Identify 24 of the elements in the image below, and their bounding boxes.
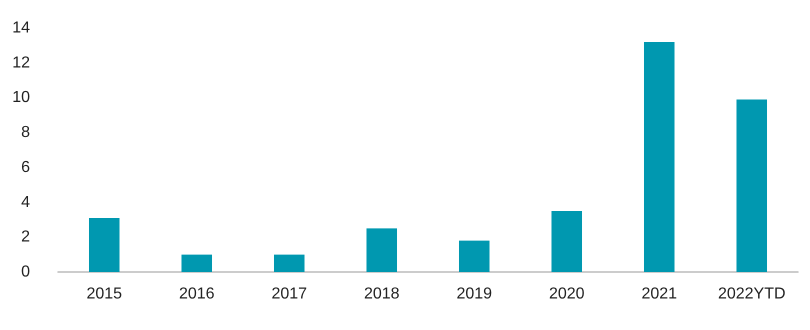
y-tick-label: 2 xyxy=(21,228,30,246)
bar xyxy=(88,218,120,272)
bar xyxy=(736,99,768,272)
bar xyxy=(458,240,490,272)
x-tick-label: 2018 xyxy=(364,286,400,302)
bar xyxy=(366,228,398,272)
y-tick-label: 14 xyxy=(12,20,30,36)
x-tick-label: 2015 xyxy=(86,286,122,302)
x-tick-label: 2022YTD xyxy=(718,286,786,302)
y-tick-label: 12 xyxy=(12,54,30,72)
bar xyxy=(551,211,582,272)
y-tick-label: 4 xyxy=(21,194,30,211)
x-tick-label: 2017 xyxy=(271,286,308,302)
bar xyxy=(274,254,305,272)
bar xyxy=(181,254,212,272)
y-tick-label: 6 xyxy=(21,158,30,176)
bar xyxy=(644,42,675,272)
x-tick-label: 2019 xyxy=(456,286,492,302)
x-tick-label: 2016 xyxy=(178,286,215,302)
y-tick-label: 8 xyxy=(21,124,30,142)
y-tick-label: 10 xyxy=(12,89,30,106)
y-tick-label: 0 xyxy=(21,264,30,280)
x-tick-label: 2021 xyxy=(641,286,678,302)
x-tick-label: 2020 xyxy=(548,286,585,302)
